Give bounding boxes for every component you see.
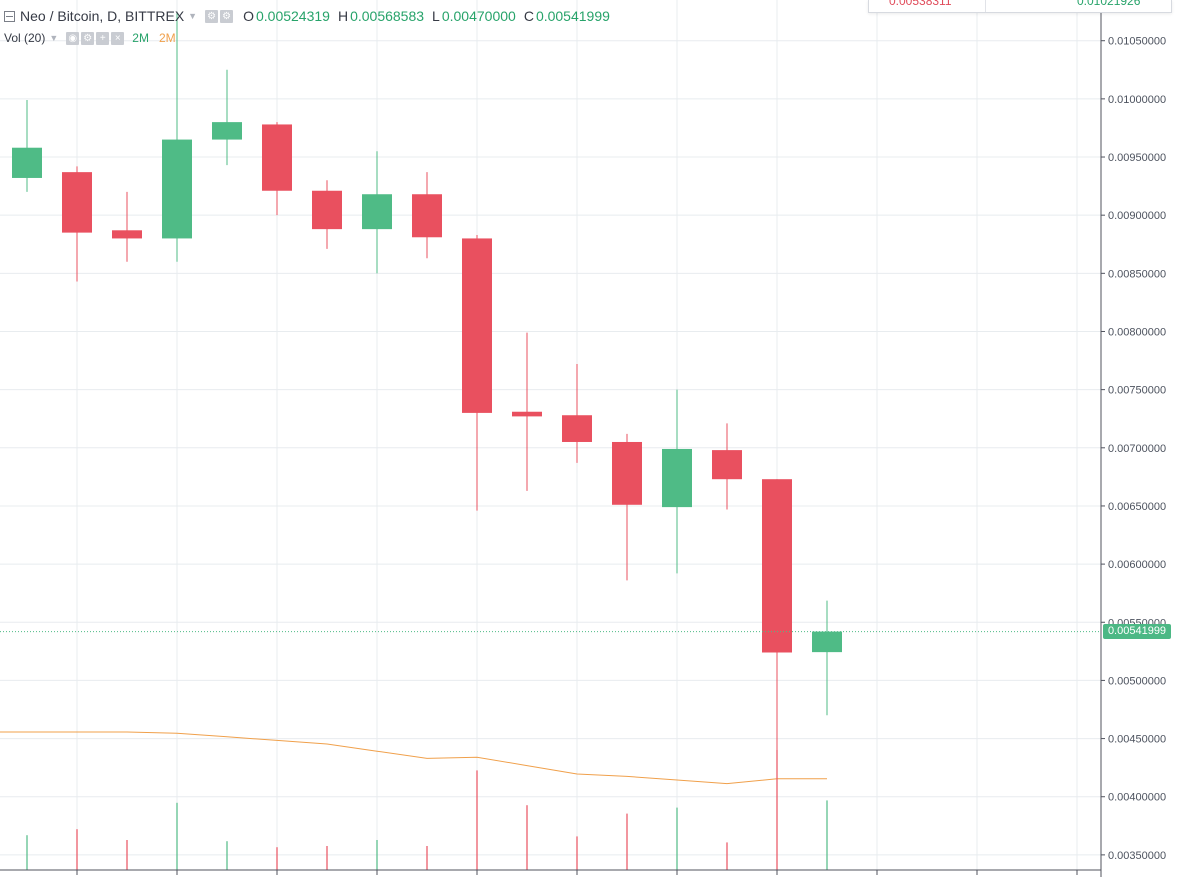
current-price-label: 0.00541999: [1103, 624, 1171, 640]
candle: [762, 479, 792, 823]
candle: [312, 180, 342, 249]
price-axis-label: 0.00950000: [1108, 152, 1166, 164]
candle: [262, 122, 292, 216]
low-key: L: [432, 8, 440, 24]
high-key: H: [337, 8, 349, 24]
candle: [512, 332, 542, 491]
symbol-legend: Neo / Bitcoin, D, BITTREX ▼ ⚙ ⚙ O 0.0052…: [4, 8, 610, 24]
open-value: 0.00524319: [255, 8, 330, 24]
price-axis-label: 0.00750000: [1108, 385, 1166, 397]
candle-body: [462, 238, 492, 413]
chart-grid: [0, 0, 1101, 870]
candle-body: [312, 190, 342, 230]
price-axis-label: 0.00400000: [1108, 792, 1166, 804]
open-key: O: [243, 8, 254, 24]
candle-body: [562, 415, 592, 442]
candle: [12, 100, 42, 192]
candle: [62, 166, 92, 282]
price-axis-label: 0.01000000: [1108, 94, 1166, 106]
low-value: 0.00470000: [441, 8, 516, 24]
ticker-left-value: 0.00538311: [889, 0, 952, 8]
chevron-down-icon[interactable]: ▼: [188, 11, 198, 21]
price-axis-label: 0.00850000: [1108, 268, 1166, 280]
candle-body: [712, 450, 742, 480]
ticker-divider: [985, 0, 986, 12]
candle: [712, 423, 742, 510]
settings-icon[interactable]: ⚙: [81, 31, 95, 45]
volume-indicator-title[interactable]: Vol (20): [4, 31, 46, 45]
price-axis-label: 0.00600000: [1108, 559, 1166, 571]
top-ticker-panel: 0.00538311 0.01021926: [868, 0, 1172, 13]
volume-value: 2M: [132, 31, 149, 45]
candle: [412, 172, 442, 259]
volume-pane: [0, 731, 828, 870]
candle-body: [662, 448, 692, 508]
volume-legend: Vol (20) ▼ ◉ ⚙ + × 2M 2M: [4, 31, 176, 45]
price-axis-label: 0.00350000: [1108, 850, 1166, 862]
candle: [612, 433, 642, 581]
candle-body: [612, 441, 642, 505]
candle: [462, 234, 492, 511]
candle: [362, 151, 392, 274]
candle-body: [262, 124, 292, 191]
candle-body: [362, 194, 392, 230]
candle-body: [512, 411, 542, 417]
eye-icon[interactable]: ◉: [66, 31, 80, 45]
candle-body: [62, 172, 92, 233]
candle-body: [162, 139, 192, 239]
candle-body: [12, 147, 42, 178]
price-axis-label: 0.00450000: [1108, 734, 1166, 746]
candle-body: [762, 479, 792, 653]
price-axis-label: 0.00500000: [1108, 675, 1166, 687]
candle: [812, 600, 842, 716]
high-value: 0.00568583: [350, 8, 425, 24]
collapse-legend-icon[interactable]: [4, 10, 15, 22]
volume-ma-value: 2M: [158, 31, 176, 45]
symbol-title[interactable]: Neo / Bitcoin, D, BITTREX: [20, 8, 185, 24]
price-axis-label: 0.00650000: [1108, 501, 1166, 513]
candle-body: [412, 194, 442, 238]
gear-icon[interactable]: ⚙: [220, 9, 234, 23]
candle: [662, 389, 692, 574]
candle-body: [212, 122, 242, 140]
candle-series: [12, 11, 842, 823]
volume-ma-line: [0, 731, 827, 785]
ticker-right-value: 0.01021926: [1077, 0, 1141, 8]
candle: [212, 69, 242, 166]
close-key: C: [523, 8, 534, 24]
close-icon[interactable]: ×: [111, 31, 125, 45]
price-axis-label: 0.00900000: [1108, 210, 1166, 222]
candle: [162, 11, 192, 262]
candle: [562, 364, 592, 463]
chevron-down-icon[interactable]: ▼: [49, 33, 59, 43]
close-value: 0.00541999: [535, 8, 610, 24]
price-axis-label: 0.00700000: [1108, 443, 1166, 455]
plus-icon[interactable]: +: [96, 31, 110, 45]
candle-body: [112, 230, 142, 239]
candle: [112, 191, 142, 262]
settings-icon[interactable]: ⚙: [205, 9, 219, 23]
price-axis-label: 0.00800000: [1108, 326, 1166, 338]
candle-body: [812, 631, 842, 653]
price-axis-label: 0.01050000: [1108, 36, 1166, 48]
